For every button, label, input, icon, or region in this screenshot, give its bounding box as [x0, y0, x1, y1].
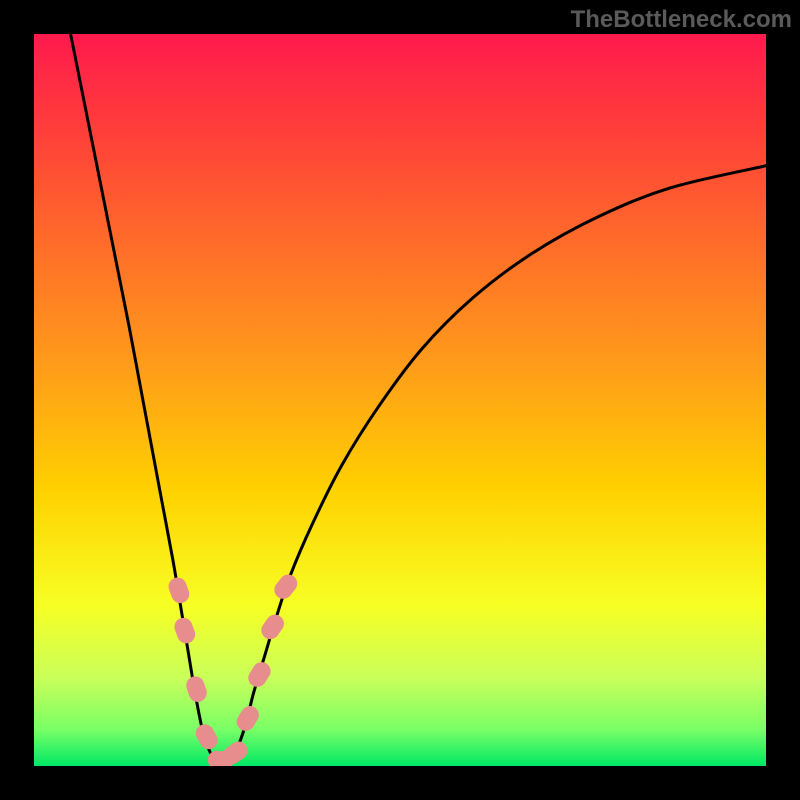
watermark-text: TheBottleneck.com	[571, 6, 792, 34]
chart-svg	[34, 34, 766, 766]
plot-area	[34, 34, 766, 766]
chart-container: { "watermark": { "text": "TheBottleneck.…	[0, 0, 800, 800]
